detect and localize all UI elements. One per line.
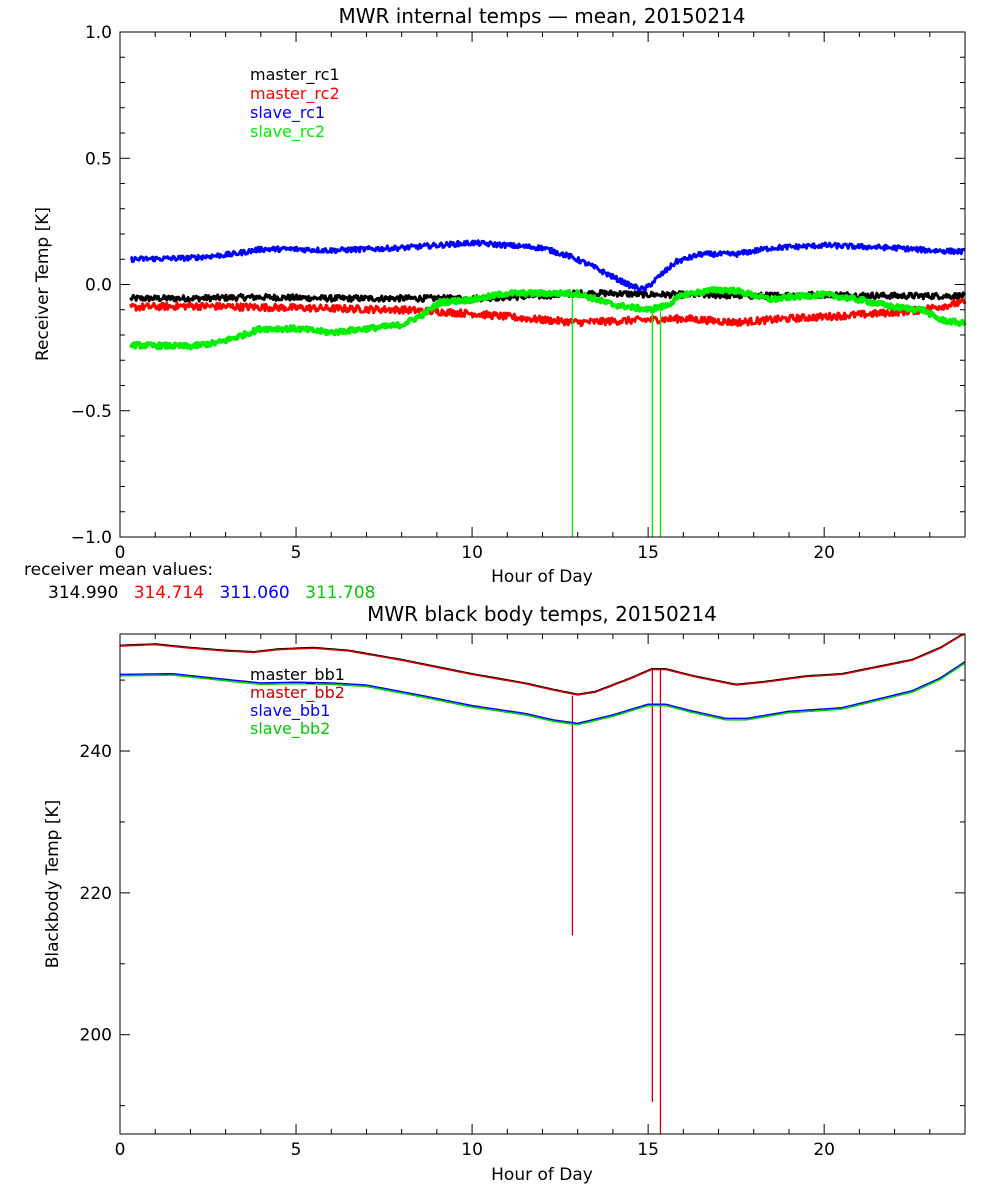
series-group — [129, 239, 967, 537]
blackbody-temp-chart: MWR black body temps, 20150214 0 5 10 15 20 2… — [43, 602, 966, 1185]
series-line-slave-rc2 — [129, 286, 967, 351]
receiver-mean-slave-rc1: 311.060 — [219, 583, 289, 603]
x-tick-label: 10 — [461, 1140, 483, 1160]
y-tick-label: 200 — [80, 1026, 112, 1046]
receiver-mean-master-rc1: 314.990 — [48, 583, 118, 603]
legend-entry-master-rc2: master_rc2 — [250, 84, 340, 104]
receiver-mean-master-rc2: 314.714 — [134, 583, 204, 603]
x-axis-label: Hour of Day — [491, 1165, 593, 1185]
legend-entry-slave-rc2: slave_rc2 — [250, 122, 325, 142]
x-tick-label: 5 — [291, 543, 302, 563]
y-tick-label: 1.0 — [85, 23, 112, 43]
y-tick-label: 0.0 — [85, 276, 112, 296]
series-line-master-bb2 — [119, 633, 966, 696]
chart-title: MWR internal temps — mean, 20150214 — [338, 4, 745, 28]
y-axis-label: Blackbody Temp [K] — [43, 800, 63, 969]
chart-title: MWR black body temps, 20150214 — [367, 602, 717, 626]
x-tick-label: 0 — [115, 543, 126, 563]
x-tick-label: 20 — [813, 543, 835, 563]
x-tick-label: 15 — [637, 543, 659, 563]
legend-entry-slave-rc1: slave_rc1 — [250, 103, 325, 123]
series-line-master-rc2 — [129, 297, 967, 328]
y-tick-label: 220 — [80, 884, 112, 904]
receiver-means-label: receiver mean values: — [24, 560, 213, 580]
legend-entry-master-bb1: master_bb1 — [250, 665, 345, 685]
y-tick-label: 240 — [80, 742, 112, 762]
series-line-slave-bb1 — [119, 661, 966, 725]
axis-ticks: 0 5 10 15 20 200 220 240 — [80, 634, 966, 1160]
legend-entry-slave-bb1: slave_bb1 — [250, 701, 330, 721]
x-tick-label: 20 — [813, 1140, 835, 1160]
receiver-means-values: 314.990 314.714 311.060 311.708 — [48, 583, 375, 603]
x-tick-label: 10 — [461, 543, 483, 563]
y-tick-label: 0.5 — [85, 149, 112, 169]
receiver-mean-slave-rc2: 311.708 — [305, 583, 375, 603]
series-line-slave-rc1 — [129, 239, 966, 293]
series-line-slave-bb2 — [119, 662, 966, 726]
x-tick-label: 0 — [115, 1140, 126, 1160]
y-axis-label: Receiver Temp [K] — [33, 207, 53, 361]
x-axis-label: Hour of Day — [491, 567, 593, 587]
series-group — [119, 633, 966, 1134]
legend-entry-master-rc1: master_rc1 — [250, 65, 340, 85]
legend-entry-master-bb2: master_bb2 — [250, 683, 345, 703]
y-tick-label: −1.0 — [71, 528, 112, 548]
receiver-temp-chart: MWR internal temps — mean, 20150214 0 5 10… — [33, 4, 967, 587]
x-tick-label: 5 — [291, 1140, 302, 1160]
x-tick-label: 15 — [637, 1140, 659, 1160]
legend-entry-slave-bb2: slave_bb2 — [250, 719, 330, 739]
y-tick-label: −0.5 — [71, 402, 112, 422]
axis-ticks: 0 5 10 15 20 −1.0 −0.5 0.0 0.5 1.0 — [71, 23, 966, 563]
